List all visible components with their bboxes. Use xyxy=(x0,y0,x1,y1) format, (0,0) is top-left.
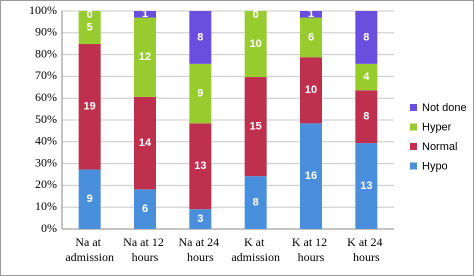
x-tick-label: Na at 24 hours xyxy=(179,235,223,264)
bar-segment xyxy=(189,11,212,64)
data-label: 15 xyxy=(250,121,262,133)
bar-segment xyxy=(300,123,322,229)
y-tick-label: 70% xyxy=(35,68,57,82)
x-tick-label: Na at admission xyxy=(65,235,114,264)
y-tick-label: 30% xyxy=(35,155,57,169)
y-tick-label: 20% xyxy=(35,177,57,191)
legend-swatch xyxy=(410,104,417,111)
legend-label: Hyper xyxy=(422,121,452,133)
bar-segment xyxy=(300,11,322,18)
bar-segment xyxy=(244,176,267,229)
bar-segment xyxy=(78,44,101,170)
legend-swatch xyxy=(410,143,417,150)
data-label: 8 xyxy=(363,31,369,43)
y-tick-label: 90% xyxy=(35,25,57,39)
data-label: 13 xyxy=(194,160,206,172)
data-label: 6 xyxy=(142,203,148,215)
y-tick-label: 100% xyxy=(29,3,57,17)
data-label: 6 xyxy=(308,31,314,43)
bar-segment xyxy=(189,63,212,124)
x-tick-label: K at 24 hours xyxy=(347,235,385,264)
legend-label: Hypo xyxy=(422,160,448,172)
data-label: 3 xyxy=(197,213,203,225)
bar-segment xyxy=(244,77,267,177)
y-tick-label: 60% xyxy=(35,90,57,104)
bar-segment xyxy=(134,96,156,190)
data-label: 10 xyxy=(250,38,262,50)
bar-segment xyxy=(355,11,378,64)
bar-segment xyxy=(355,143,378,229)
y-tick-label: 50% xyxy=(35,112,57,126)
data-label: 5 xyxy=(87,21,93,33)
bar-segment xyxy=(78,11,101,45)
data-label: 8 xyxy=(197,31,203,43)
data-label: 9 xyxy=(197,87,203,99)
data-label: 4 xyxy=(363,71,370,83)
x-tick-label: K at admission xyxy=(231,235,280,264)
bar-segment xyxy=(244,11,267,78)
x-tick-label: Na at 12 hours xyxy=(123,235,167,264)
y-tick-label: 10% xyxy=(35,199,57,213)
bar-segment xyxy=(355,90,378,144)
data-label: 1 xyxy=(142,8,148,20)
bar-segment xyxy=(134,11,156,18)
bar-segment xyxy=(134,17,156,97)
data-label: 1 xyxy=(308,8,314,20)
bar-segment xyxy=(300,57,322,124)
bar-segment xyxy=(300,17,322,58)
bar-segment xyxy=(355,63,378,91)
bar-segment xyxy=(189,209,212,229)
data-label: 13 xyxy=(360,180,372,192)
y-tick-label: 0% xyxy=(41,221,57,235)
x-tick-label: K at 12 hours xyxy=(292,235,330,264)
data-label: 14 xyxy=(139,137,152,149)
data-label: 16 xyxy=(305,170,317,182)
data-label: 8 xyxy=(253,196,259,208)
legend-label: Normal xyxy=(422,141,457,153)
data-label: 19 xyxy=(84,101,96,113)
bar-segment xyxy=(134,189,156,229)
bar-segment xyxy=(189,123,212,210)
legend-swatch xyxy=(410,123,417,131)
data-label: 0 xyxy=(87,9,93,21)
legend-swatch xyxy=(410,162,417,170)
y-tick-label: 40% xyxy=(35,134,57,148)
data-label: 12 xyxy=(139,51,151,63)
y-tick-label: 80% xyxy=(35,46,57,60)
data-label: 8 xyxy=(363,111,369,123)
bar-segment xyxy=(78,169,101,229)
data-label: 10 xyxy=(305,84,317,96)
data-label: 9 xyxy=(87,193,93,205)
legend-label: Not done xyxy=(422,102,467,114)
data-label: 0 xyxy=(253,9,259,21)
